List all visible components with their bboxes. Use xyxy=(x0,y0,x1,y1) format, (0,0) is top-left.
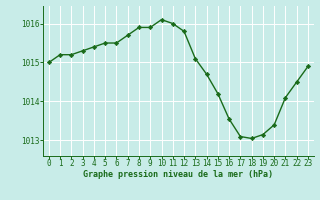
X-axis label: Graphe pression niveau de la mer (hPa): Graphe pression niveau de la mer (hPa) xyxy=(84,170,273,179)
